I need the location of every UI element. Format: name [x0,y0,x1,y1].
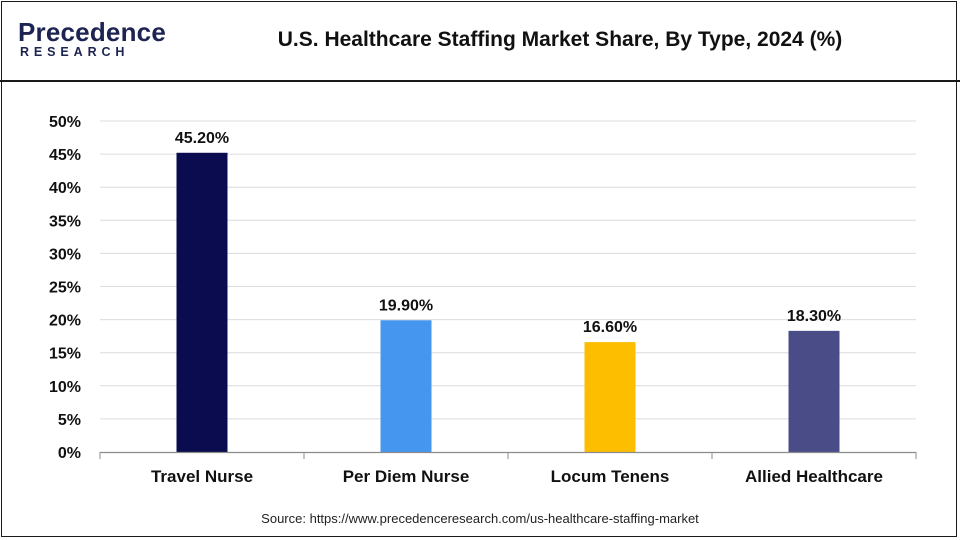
chart-title: U.S. Healthcare Staffing Market Share, B… [277,28,843,51]
y-tick-label: 35% [49,213,81,230]
source-note: Source: https://www.precedenceresearch.c… [261,511,699,526]
bar-chart: 0% 5% 10% 15% 20% 25% 30% 35% 40% 45% 50% 45.20% 19… [49,114,917,486]
y-tick-label: 15% [49,346,81,363]
bar [788,330,840,452]
x-tick-label: Locum Tenens [551,467,670,486]
x-tick-label: Allied Healthcare [745,467,883,486]
logo-wordmark: Precedence [18,17,166,47]
data-label: 45.20% [175,130,229,147]
brand-logo: Precedence RESEARCH [18,18,168,62]
y-tick-label: 50% [49,114,81,131]
y-tick-label: 40% [49,180,81,197]
x-tick-label: Travel Nurse [151,467,253,486]
value-labels: 45.20% 19.90% 16.60% 18.30% [175,130,841,336]
data-label: 18.30% [787,308,841,325]
bar [584,342,636,452]
y-tick-label: 30% [49,246,81,263]
gridlines [100,120,916,420]
chart-area: 0% 5% 10% 15% 20% 25% 30% 35% 40% 45% 50% 45.20% 19… [0,82,960,502]
x-tick-label: Per Diem Nurse [343,467,470,486]
data-label: 19.90% [379,297,433,314]
header-divider [0,80,960,82]
y-axis-ticks: 0% 5% 10% 15% 20% 25% 30% 35% 40% 45% 50% [49,114,81,462]
bars [176,152,840,452]
y-tick-label: 5% [58,412,81,429]
data-label: 16.60% [583,319,637,336]
x-axis: Travel Nurse Per Diem Nurse Locum Tenens Al… [99,451,917,486]
y-tick-label: 10% [49,379,81,396]
y-tick-label: 0% [58,445,81,462]
y-tick-label: 20% [49,313,81,330]
logo-subtitle: RESEARCH [20,45,130,59]
header: Precedence RESEARCH U.S. Healthcare Staf… [0,0,960,80]
bar [176,152,228,452]
y-tick-label: 25% [49,280,81,297]
y-tick-label: 45% [49,147,81,164]
bar [380,320,432,452]
